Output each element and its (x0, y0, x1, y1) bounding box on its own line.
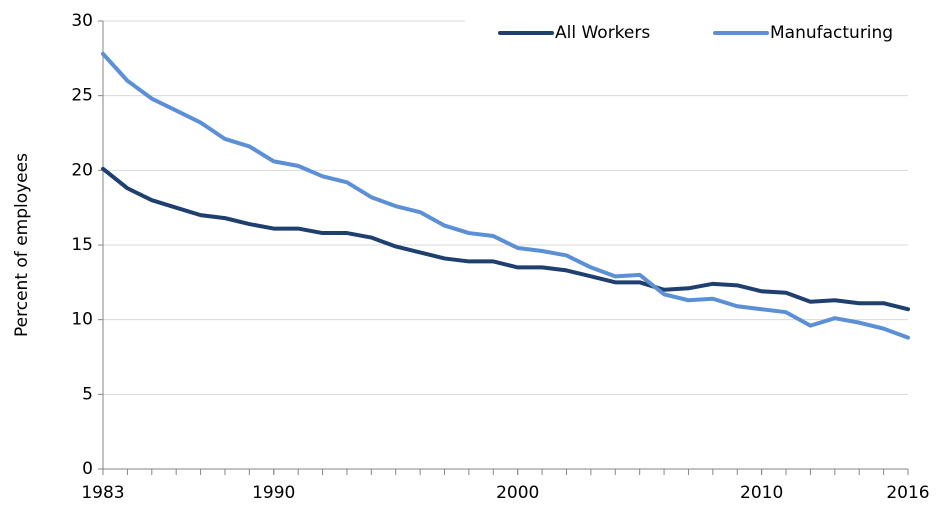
legend-label: Manufacturing (770, 23, 893, 43)
x-tick-label: 1983 (81, 483, 124, 503)
legend-label: All Workers (555, 23, 650, 43)
y-tick-label: 25 (71, 86, 93, 106)
series-line (101, 51, 910, 340)
y-tick-label: 20 (71, 160, 93, 180)
y-axis-label: Percent of employees (12, 153, 32, 337)
series-line (101, 166, 910, 312)
x-tick-label: 1990 (252, 483, 295, 503)
y-tick-label: 0 (82, 459, 93, 479)
y-tick-label: 15 (71, 235, 93, 255)
x-tick-label: 2010 (740, 483, 783, 503)
y-tick-label: 10 (71, 310, 93, 330)
x-tick-label: 2016 (886, 483, 929, 503)
y-tick-label: 30 (71, 11, 93, 31)
x-tick-label: 2000 (496, 483, 539, 503)
y-tick-label: 5 (82, 384, 93, 404)
